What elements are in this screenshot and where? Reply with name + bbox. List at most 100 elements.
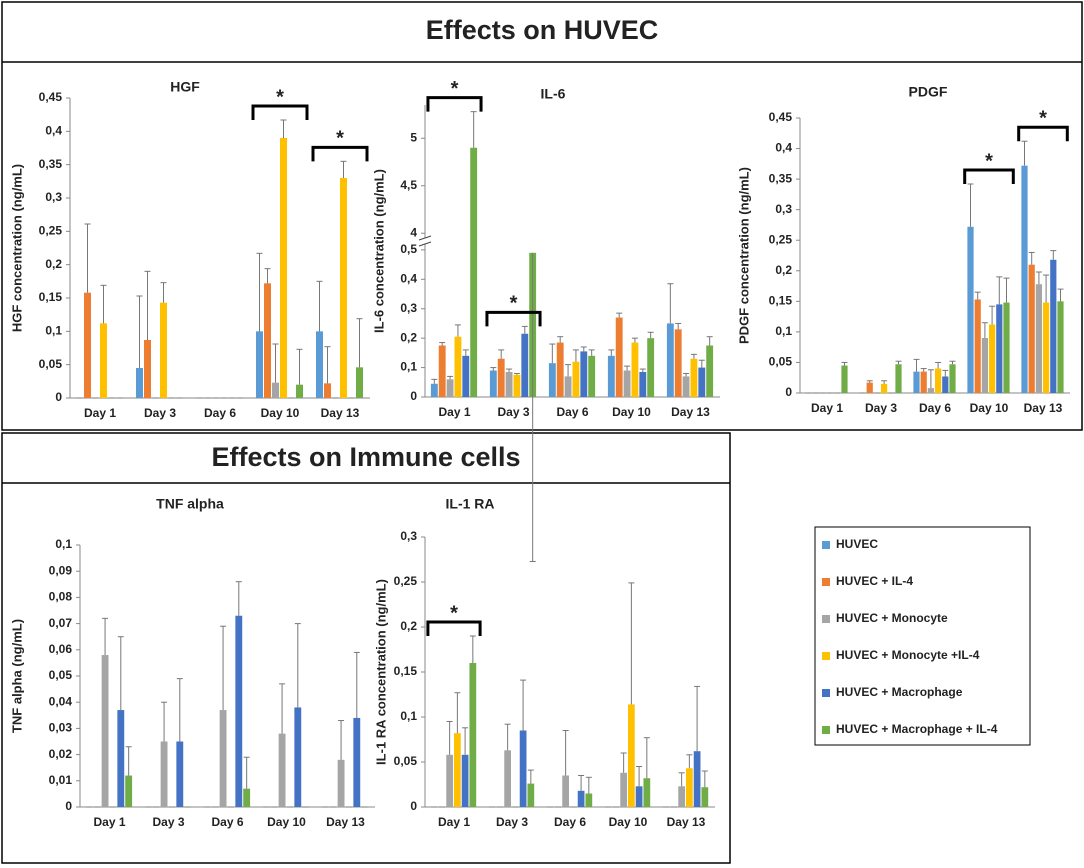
bar <box>176 741 184 807</box>
y-tick-label: 0,1 <box>400 360 417 374</box>
bar <box>942 376 949 393</box>
bar <box>136 368 143 398</box>
x-tick-label: Day 10 <box>612 405 651 419</box>
y-tick-label: 0,04 <box>49 694 73 708</box>
bar <box>620 772 627 807</box>
y-tick-label: 0,4 <box>45 124 62 138</box>
significance-bracket <box>251 104 309 120</box>
x-tick-label: Day 6 <box>919 401 951 415</box>
x-tick-label: Day 3 <box>144 406 176 420</box>
bar <box>356 367 363 398</box>
bar <box>585 793 593 807</box>
x-tick-label: Day 13 <box>326 815 365 829</box>
legend-swatch <box>822 652 830 660</box>
x-tick-label: Day 10 <box>261 406 300 420</box>
y-tick-label: 0,25 <box>394 574 418 588</box>
bar <box>219 710 227 807</box>
section-box <box>1 432 731 864</box>
bar <box>527 783 535 807</box>
bar <box>294 707 302 807</box>
legend-label: HUVEC + Macrophage + IL-4 <box>836 722 998 736</box>
section-title: Effects on Immune cells <box>211 442 520 472</box>
chart-title: PDGF <box>909 84 948 100</box>
bar <box>462 355 470 397</box>
x-tick-label: Day 6 <box>554 815 586 829</box>
significance-bracket <box>311 145 369 162</box>
bar <box>628 704 635 807</box>
y-tick-label: 0,45 <box>769 110 793 124</box>
bar <box>577 790 585 807</box>
bar <box>920 371 927 393</box>
x-tick-label: Day 3 <box>865 401 897 415</box>
bar <box>1050 259 1057 393</box>
bar <box>974 299 981 393</box>
bar <box>101 655 109 807</box>
bar <box>160 302 167 398</box>
y-tick-label: 0,1 <box>45 324 62 338</box>
bar <box>513 374 521 397</box>
significance-label: * <box>451 78 459 100</box>
bar <box>324 383 331 398</box>
y-tick-label: 0,07 <box>49 616 73 630</box>
bar <box>706 345 714 397</box>
bar <box>1003 302 1010 393</box>
chart-title: IL-1 RA <box>446 496 495 512</box>
bar <box>666 323 674 397</box>
y-tick-label: 0,03 <box>49 721 73 735</box>
x-tick-label: Day 13 <box>667 815 706 829</box>
significance-bracket <box>426 620 482 636</box>
bar <box>690 358 698 397</box>
chart-title: HGF <box>170 79 200 95</box>
y-tick-label: 0,01 <box>49 773 73 787</box>
bar <box>256 331 263 398</box>
x-tick-label: Day 13 <box>671 405 710 419</box>
y-tick-label: 4,5 <box>400 178 417 192</box>
legend-box <box>814 526 1031 746</box>
bar <box>913 371 920 393</box>
bar <box>1028 264 1035 393</box>
x-tick-label: Day 1 <box>84 406 116 420</box>
y-tick-label: 5 <box>410 130 417 144</box>
y-axis-label: IL-1 RA concentration (ng/mL) <box>373 579 388 765</box>
y-tick-label: 0,05 <box>49 668 73 682</box>
bar <box>698 367 706 397</box>
bar <box>243 788 251 807</box>
y-tick-label: 0,05 <box>394 754 418 768</box>
y-tick-label: 0,05 <box>39 357 63 371</box>
chart-title: IL-6 <box>541 86 566 102</box>
legend-label: HUVEC + Monocyte <box>836 611 948 625</box>
bar <box>430 383 438 397</box>
y-tick-label: 0,1 <box>55 537 72 551</box>
y-tick-label: 0,3 <box>400 529 417 543</box>
y-tick-label: 0,2 <box>400 330 417 344</box>
bar <box>438 345 446 397</box>
significance-label: * <box>1039 108 1047 130</box>
legend-swatch <box>822 689 830 697</box>
legend-swatch <box>822 615 830 623</box>
bar <box>272 382 279 398</box>
y-tick-label: 0,15 <box>394 664 418 678</box>
bar <box>686 768 693 807</box>
y-tick-label: 0,2 <box>45 257 62 271</box>
bar <box>264 283 271 398</box>
bar <box>278 733 286 807</box>
legend-label: HUVEC <box>836 537 878 551</box>
bar <box>470 147 478 397</box>
legend-swatch <box>822 541 830 549</box>
y-tick-label: 0,15 <box>769 294 793 308</box>
y-tick-label: 0,08 <box>49 590 73 604</box>
significance-label: * <box>336 128 344 150</box>
axis-break <box>418 241 432 247</box>
bar <box>446 754 453 807</box>
bar <box>489 370 497 397</box>
y-tick-label: 0,2 <box>400 619 417 633</box>
x-tick-label: Day 3 <box>497 405 529 419</box>
y-tick-label: 0,1 <box>400 709 417 723</box>
x-tick-label: Day 10 <box>267 815 306 829</box>
chart-title: TNF alpha <box>156 496 224 512</box>
bar <box>556 342 564 397</box>
significance-bracket <box>1017 125 1069 142</box>
section-box <box>1 1 1083 431</box>
bar <box>678 786 685 807</box>
